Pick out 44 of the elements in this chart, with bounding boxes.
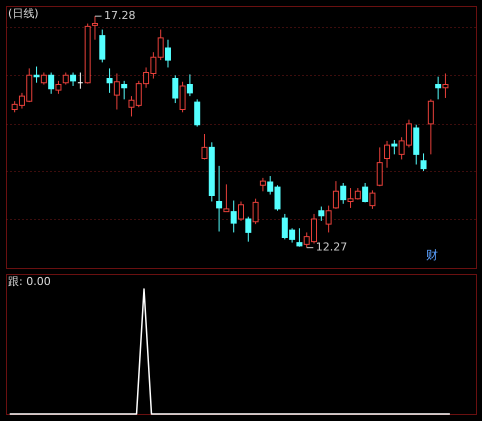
- candlestick: [172, 74, 178, 104]
- candlestick: [121, 80, 128, 100]
- candlestick: [369, 190, 376, 210]
- candlestick: [442, 72, 448, 98]
- candlestick: [260, 177, 266, 192]
- candlestick: [435, 76, 442, 100]
- candlestick: [62, 72, 69, 86]
- candlestick: [296, 228, 302, 248]
- candlestick: [245, 216, 252, 242]
- candlestick: [40, 72, 47, 86]
- candlestick: [48, 72, 54, 94]
- candlestick: [77, 72, 84, 90]
- candlestick: [164, 39, 171, 68]
- candlestick: [238, 200, 244, 222]
- candlestick: [420, 152, 427, 172]
- candlestick: [70, 72, 76, 86]
- candlestick: [223, 184, 230, 212]
- candlestick: [201, 133, 208, 160]
- chart-title: (日线): [8, 7, 39, 20]
- candlestick: [34, 66, 40, 84]
- annotation: 12.27: [316, 240, 348, 254]
- candlestick: [391, 140, 398, 155]
- candlestick: [318, 206, 324, 222]
- candlestick: [216, 165, 222, 232]
- chart-title: 跟: 0.00: [8, 275, 51, 288]
- annotation: 17.28: [104, 9, 136, 22]
- candlestick: [384, 140, 390, 168]
- candlestick: [106, 68, 113, 94]
- candlestick: [326, 205, 332, 233]
- candlestick: [186, 74, 193, 97]
- candlestick: [114, 72, 120, 110]
- candlestick: [230, 200, 237, 233]
- candlestick: [340, 182, 346, 204]
- candlestick: [99, 29, 106, 63]
- candlestick: [92, 16, 98, 40]
- annotation: 财: [426, 248, 438, 262]
- candlestick: [376, 146, 383, 187]
- candlestick: [194, 98, 200, 128]
- candlestick: [362, 182, 368, 203]
- candlestick: [180, 81, 186, 113]
- candlestick: [55, 80, 62, 94]
- candlestick: [428, 98, 434, 155]
- candlestick: [332, 180, 339, 210]
- candlestick: [252, 198, 259, 225]
